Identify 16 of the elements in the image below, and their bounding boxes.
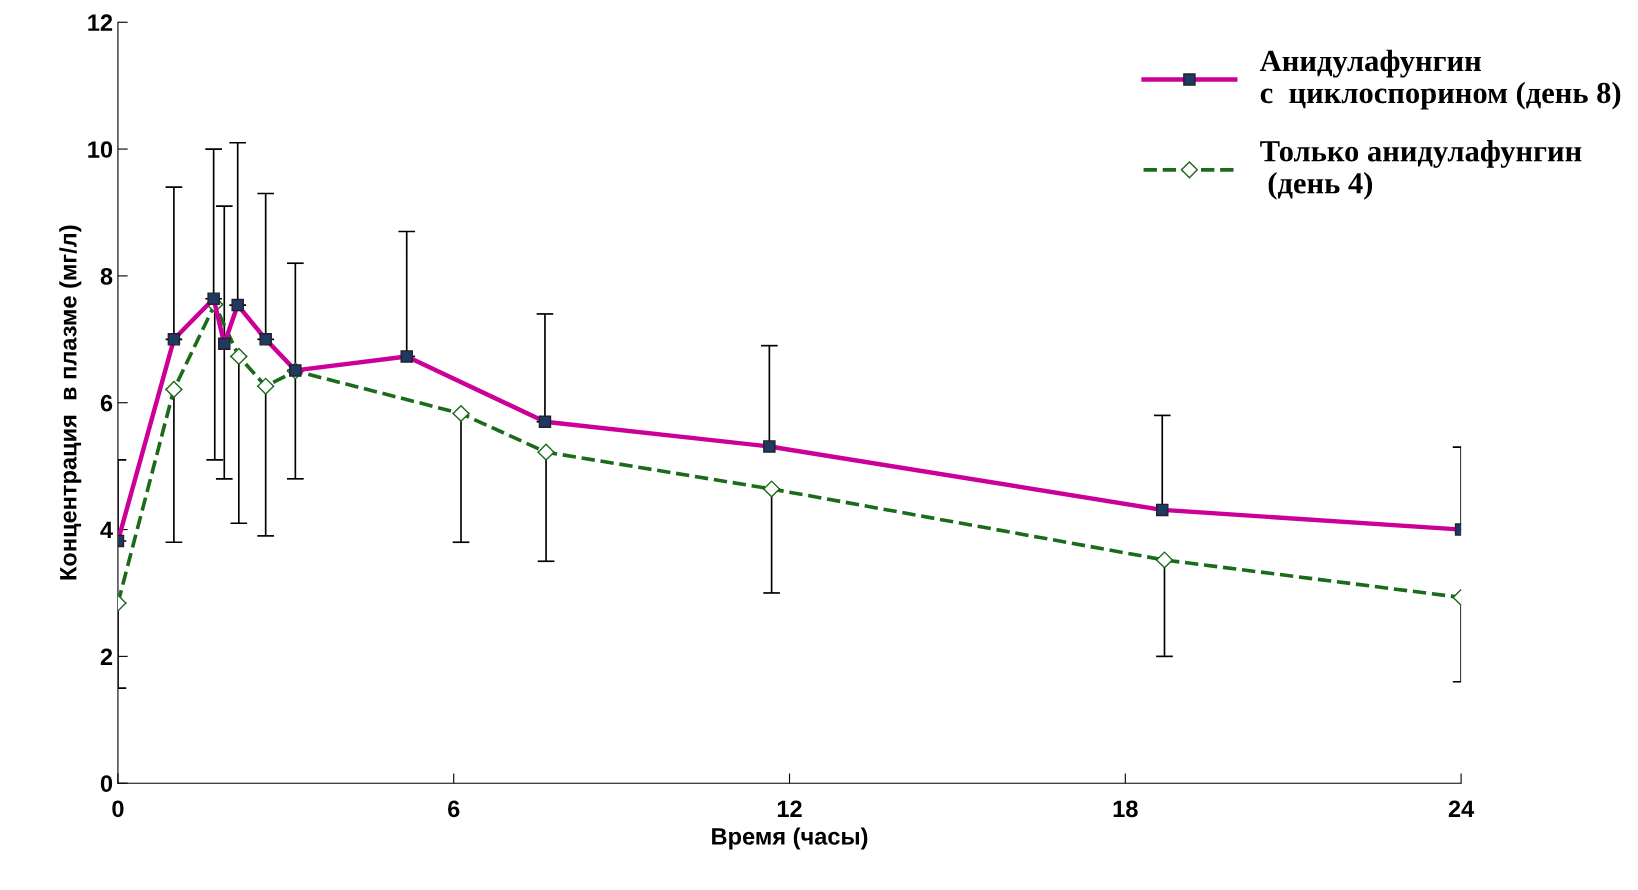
y-tick-label: 0 [100, 775, 113, 792]
x-tick-label: 24 [1448, 800, 1475, 817]
y-tick-label: 8 [100, 267, 113, 285]
x-tick-label: 6 [448, 800, 460, 818]
y-tick-label: 6 [100, 394, 113, 412]
y-tick-label: 10 [88, 141, 113, 158]
y-tick-label: 12 [88, 14, 113, 31]
x-tick-label: 12 [777, 800, 802, 817]
legend-label: Только анидулафунгин (день 4) [1260, 140, 1582, 200]
y-tick-label: 4 [100, 521, 113, 539]
legend-label: Анидулафунгин с циклоспорином (день 8) [1259, 49, 1621, 110]
x-tick-label: 0 [112, 800, 124, 818]
y-tick-label: 2 [100, 648, 113, 665]
y-axis-title: Концентрация в плазме (мг/л) [59, 225, 82, 580]
x-axis-title: Время (часы) [712, 827, 868, 850]
x-tick-label: 18 [1113, 800, 1138, 818]
